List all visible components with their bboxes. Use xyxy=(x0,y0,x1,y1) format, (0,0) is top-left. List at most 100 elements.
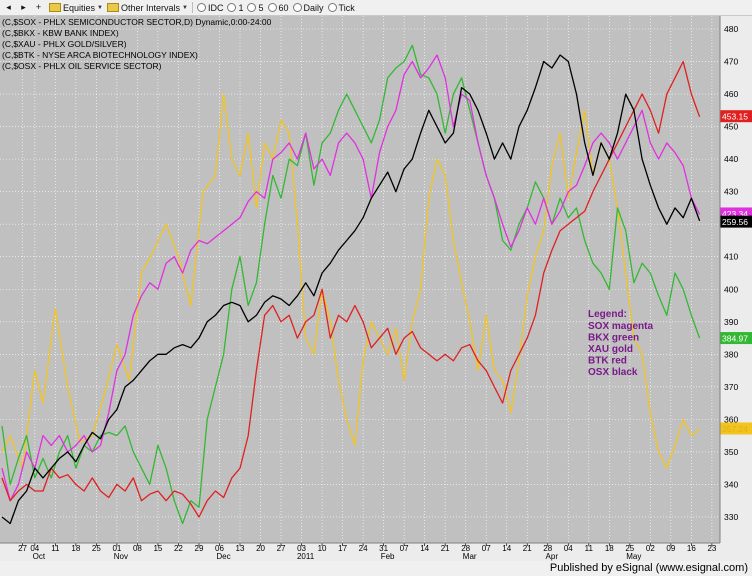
x-tick-label: 17 xyxy=(338,544,347,553)
x-tick-label: 07 xyxy=(400,544,409,553)
y-tick-label: 470 xyxy=(724,57,738,67)
y-tick-label: 360 xyxy=(724,414,738,424)
x-tick-label: 03 xyxy=(297,544,306,553)
toolbar-item-daily[interactable]: Daily xyxy=(292,2,324,13)
y-tick-label: 340 xyxy=(724,479,738,489)
toolbar-item-label: Other Intervals xyxy=(120,2,181,13)
x-tick-label: 16 xyxy=(687,544,696,553)
last-value-box-btk xyxy=(720,110,752,123)
x-tick-label: 08 xyxy=(133,544,142,553)
radio-icon xyxy=(292,3,302,12)
toolbar-item-other-intervals[interactable]: Other Intervals ▼ xyxy=(106,2,188,13)
chart-header: (C,$SOX - PHLX SEMICONDUCTOR SECTOR,D) D… xyxy=(2,17,272,71)
x-month-label: Apr xyxy=(546,552,559,561)
series-line-osx xyxy=(1,54,701,525)
legend-title: Legend: xyxy=(588,309,627,320)
x-tick-label: 09 xyxy=(666,544,675,553)
header-line: (C,$XAU - PHLX GOLD/SILVER) xyxy=(2,39,127,49)
plus-icon: + xyxy=(35,2,42,12)
last-value-box-osx xyxy=(720,215,752,228)
series-line-sox xyxy=(1,54,701,502)
x-tick-label: 24 xyxy=(359,544,368,553)
x-month-label: Oct xyxy=(33,552,46,561)
legend-entry: BKX green xyxy=(588,333,639,344)
folder-icon xyxy=(49,3,61,12)
series-layer xyxy=(1,44,701,525)
chart-area: (C,$SOX - PHLX SEMICONDUCTOR SECTOR,D) D… xyxy=(0,16,752,566)
toolbar-item-equities[interactable]: Equities ▼ xyxy=(49,3,103,13)
legend-entry: BTK red xyxy=(588,356,627,367)
last-value-label-osx: 259.56 xyxy=(722,217,748,227)
x-tick-label: 31 xyxy=(379,544,388,553)
y-tick-label: 400 xyxy=(724,284,738,294)
series-line-bkx xyxy=(1,44,701,525)
y-tick-label: 350 xyxy=(724,447,738,457)
y-tick-label: 430 xyxy=(724,187,738,197)
x-month-label: May xyxy=(626,552,641,561)
toolbar-item-label: Tick xyxy=(338,2,355,13)
last-value-label-xau: 357.24 xyxy=(722,424,748,434)
x-tick-label: 01 xyxy=(112,544,121,553)
y-tick-label: 380 xyxy=(724,349,738,359)
y-axis: 3303403503603703803904004104204304404504… xyxy=(724,24,738,522)
header-line: (C,$BKX - KBW BANK INDEX) xyxy=(2,28,119,38)
y-tick-label: 460 xyxy=(724,89,738,99)
y-tick-label: 330 xyxy=(724,512,738,522)
published-by-text: Published by eSignal (www.esignal.com) xyxy=(549,562,748,574)
x-tick-label: 21 xyxy=(523,544,532,553)
x-tick-label: 20 xyxy=(256,544,265,553)
x-tick-label: 04 xyxy=(564,544,573,553)
x-tick-label: 23 xyxy=(707,544,716,553)
x-tick-label: 11 xyxy=(51,544,60,553)
toolbar-item-5[interactable]: 5 xyxy=(247,3,264,13)
last-value-label-bkx: 384.97 xyxy=(722,334,748,344)
toolbar-item-idc[interactable]: IDC xyxy=(196,3,223,13)
x-tick-label: 06 xyxy=(215,544,224,553)
arrow-right-icon: ▸ xyxy=(21,2,26,12)
chevron-down-icon: ▼ xyxy=(97,4,103,11)
toolbar: ◂ ▸ + Equities ▼ Other Intervals ▼ IDC 1 5 60 Daily… xyxy=(0,0,752,16)
toolbar-item-tick[interactable]: Tick xyxy=(327,2,355,13)
toolbar-item-60[interactable]: 60 xyxy=(267,2,289,13)
x-tick-label: 15 xyxy=(153,544,162,553)
x-tick-label: 18 xyxy=(71,544,80,553)
x-tick-label: 22 xyxy=(174,544,183,553)
x-tick-label: 14 xyxy=(502,544,511,553)
y-tick-label: 370 xyxy=(724,382,738,392)
last-value-box-bkx xyxy=(720,332,752,345)
x-tick-label: 14 xyxy=(420,544,429,553)
x-tick-label: 28 xyxy=(461,544,470,553)
y-tick-label: 390 xyxy=(724,317,738,327)
chart-svg: (C,$SOX - PHLX SEMICONDUCTOR SECTOR,D) D… xyxy=(0,16,752,561)
grid xyxy=(0,16,720,543)
arrow-right-button[interactable]: ▸ xyxy=(19,3,30,12)
toolbar-separator xyxy=(191,2,193,13)
x-tick-label: 21 xyxy=(441,544,450,553)
plus-button[interactable]: + xyxy=(34,3,45,12)
x-tick-label: 10 xyxy=(318,544,327,553)
header-line: (C,$OSX - PHLX OIL SERVICE SECTOR) xyxy=(2,61,162,71)
x-tick-label: 25 xyxy=(625,544,634,553)
x-tick-label: 25 xyxy=(92,544,101,553)
arrow-left-button[interactable]: ◂ xyxy=(4,3,15,12)
chevron-down-icon: ▼ xyxy=(182,4,188,11)
footer: Published by eSignal (www.esignal.com) xyxy=(0,561,752,576)
toolbar-item-label: Daily xyxy=(303,2,324,13)
x-tick-label: 02 xyxy=(646,544,655,553)
x-tick-label: 27 xyxy=(277,544,286,553)
x-tick-label: 28 xyxy=(543,544,552,553)
x-tick-label: 29 xyxy=(195,544,204,553)
toolbar-item-1[interactable]: 1 xyxy=(227,3,243,13)
header-line: (C,$BTK - NYSE ARCA BIOTECHNOLOGY INDEX) xyxy=(2,50,198,60)
series-line-xau xyxy=(1,93,701,469)
y-tick-label: 480 xyxy=(724,24,738,34)
x-month-label: Mar xyxy=(463,552,477,561)
arrow-left-icon: ◂ xyxy=(6,2,11,12)
radio-icon xyxy=(196,3,206,12)
toolbar-item-label: 60 xyxy=(278,2,289,13)
x-axis-background xyxy=(0,543,720,561)
radio-icon xyxy=(327,3,337,12)
y-tick-label: 450 xyxy=(724,122,738,132)
